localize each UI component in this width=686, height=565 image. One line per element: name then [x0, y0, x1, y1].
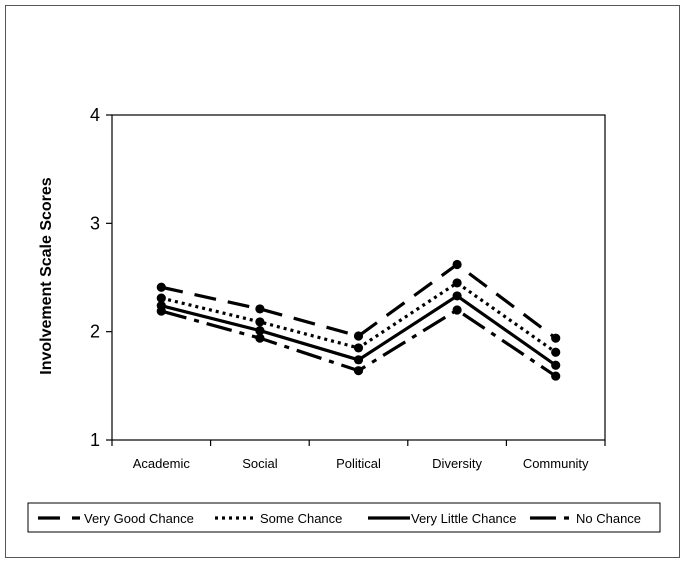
data-point: [255, 317, 265, 327]
data-point: [551, 360, 561, 370]
data-point: [452, 259, 462, 270]
legend: Very Good Chance Some Chance Very Little C…: [27, 502, 661, 533]
data-point: [452, 291, 462, 301]
y-axis-ticks: 1 2 3 4: [90, 105, 112, 450]
y-tick-label: 2: [90, 322, 100, 342]
y-tick-label: 1: [90, 430, 100, 450]
data-point: [156, 282, 166, 292]
data-point: [156, 306, 166, 316]
series-1: [156, 259, 561, 343]
y-axis-title: Involvement Scale Scores: [38, 177, 55, 375]
data-point: [452, 305, 462, 315]
legend-label: Very Good Chance: [84, 511, 194, 526]
plot-area: [111, 114, 606, 441]
x-axis-ticks: Academic Social Political Diversity Communit…: [111, 440, 606, 471]
data-point: [353, 331, 364, 341]
data-point: [353, 355, 364, 365]
legend-label: Some Chance: [260, 511, 342, 526]
data-point: [452, 278, 462, 288]
data-point: [551, 347, 561, 357]
series-4: [156, 305, 561, 381]
x-tick-label: Community: [523, 456, 589, 471]
data-point: [551, 371, 561, 381]
series-2: [156, 278, 561, 357]
data-point: [551, 333, 561, 343]
series-lines: [156, 259, 561, 381]
data-point: [353, 366, 364, 376]
data-point: [255, 325, 265, 336]
data-point: [156, 293, 166, 303]
y-tick-label: 3: [90, 213, 100, 233]
y-tick-label: 4: [90, 105, 100, 125]
data-point: [255, 304, 265, 314]
x-tick-label: Diversity: [432, 456, 482, 471]
data-point: [353, 343, 364, 353]
data-point: [255, 333, 265, 343]
x-tick-label: Political: [336, 456, 381, 471]
x-tick-label: Academic: [133, 456, 191, 471]
legend-label: Very Little Chance: [411, 511, 517, 526]
x-tick-label: Social: [242, 456, 278, 471]
legend-label: No Chance: [576, 511, 641, 526]
